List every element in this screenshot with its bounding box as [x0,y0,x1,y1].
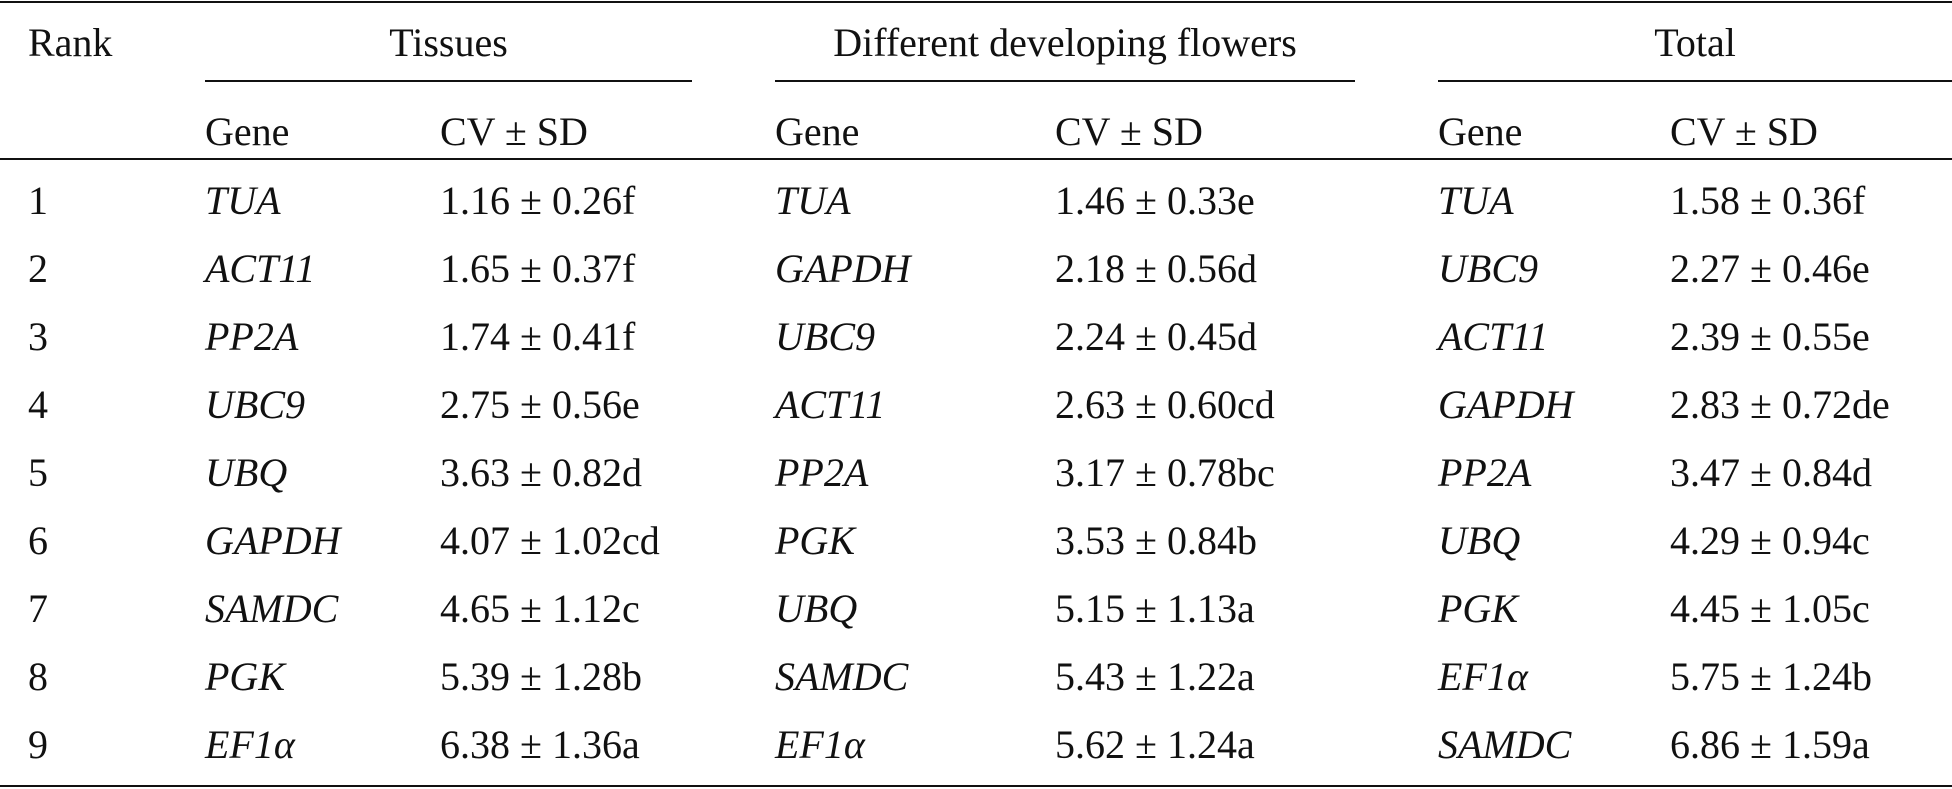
gene-cell-flowers: PGK [775,518,855,563]
cv-cell-flowers: 2.24 ± 0.45d [1055,314,1257,359]
gene-cell-flowers: TUA [775,178,851,223]
cv-cell-tissues: 6.38 ± 1.36a [440,722,640,767]
gene-cell-tissues: SAMDC [205,586,339,631]
group-title-flowers: Different developing flowers [833,20,1297,65]
cv-cell-tissues: 3.63 ± 0.82d [440,450,642,495]
cv-cell-tissues: 4.65 ± 1.12c [440,586,640,631]
gene-cell-total: GAPDH [1438,382,1574,427]
cv-cell-flowers: 3.17 ± 0.78bc [1055,450,1275,495]
gene-cell-tissues: PP2A [205,314,299,359]
rank-cell: 3 [28,314,48,359]
cv-cell-tissues: 4.07 ± 1.02cd [440,518,660,563]
gene-cell-flowers: UBC9 [775,314,875,359]
gene-cell-total: PP2A [1438,450,1532,495]
cv-cell-total: 2.83 ± 0.72de [1670,382,1890,427]
gene-cell-tissues: GAPDH [205,518,341,563]
cv-header-tissues: CV ± SD [440,109,588,154]
cv-cell-flowers: 5.43 ± 1.22a [1055,654,1255,699]
cv-cell-flowers: 1.46 ± 0.33e [1055,178,1255,223]
gene-cell-total: UBQ [1438,518,1521,563]
cv-cell-tissues: 2.75 ± 0.56e [440,382,640,427]
gene-cell-total: PGK [1438,586,1518,631]
cv-cell-tissues: 5.39 ± 1.28b [440,654,642,699]
group-rule-flowers [775,80,1355,82]
cv-cell-flowers: 3.53 ± 0.84b [1055,518,1257,563]
rank-cell: 2 [28,246,48,291]
gene-cell-total: UBC9 [1438,246,1538,291]
gene-cell-tissues: ACT11 [205,246,316,291]
cv-cell-tissues: 1.74 ± 0.41f [440,314,636,359]
cv-cell-flowers: 2.63 ± 0.60cd [1055,382,1275,427]
gene-cell-flowers: SAMDC [775,654,909,699]
rank-cell: 6 [28,518,48,563]
gene-cell-total: ACT11 [1438,314,1549,359]
gene-cell-flowers: ACT11 [775,382,886,427]
gene-cell-tissues: UBC9 [205,382,305,427]
gene-cell-total: TUA [1438,178,1514,223]
gene-cell-flowers: EF1α [775,722,865,767]
gene-cell-tissues: PGK [205,654,285,699]
cv-cell-tissues: 1.16 ± 0.26f [440,178,636,223]
cv-cell-total: 2.27 ± 0.46e [1670,246,1870,291]
header-rule [0,158,1952,160]
gene-cell-flowers: GAPDH [775,246,911,291]
rank-cell: 5 [28,450,48,495]
gene-cell-flowers: PP2A [775,450,869,495]
gene-cell-total: SAMDC [1438,722,1572,767]
cv-cell-total: 2.39 ± 0.55e [1670,314,1870,359]
bottom-rule [0,785,1952,787]
cv-cell-tissues: 1.65 ± 0.37f [440,246,636,291]
rank-cell: 9 [28,722,48,767]
gene-header-total: Gene [1438,109,1523,154]
gene-cell-flowers: UBQ [775,586,858,631]
gene-cell-tissues: TUA [205,178,281,223]
gene-cell-tissues: UBQ [205,450,288,495]
group-rule-tissues [205,80,692,82]
rank-cell: 7 [28,586,48,631]
cv-cell-total: 1.58 ± 0.36f [1670,178,1866,223]
rank-cell: 1 [28,178,48,223]
cv-cell-total: 3.47 ± 0.84d [1670,450,1872,495]
group-title-tissues: Tissues [389,20,508,65]
top-rule [0,1,1952,3]
gene-header-tissues: Gene [205,109,290,154]
cv-cell-total: 5.75 ± 1.24b [1670,654,1872,699]
cv-header-total: CV ± SD [1670,109,1818,154]
gene-cell-tissues: EF1α [205,722,295,767]
rank-header: Rank [28,20,113,65]
cv-cell-total: 6.86 ± 1.59a [1670,722,1870,767]
cv-cell-flowers: 5.62 ± 1.24a [1055,722,1255,767]
group-rule-total [1438,80,1952,82]
rank-cell: 4 [28,382,48,427]
cv-cell-total: 4.45 ± 1.05c [1670,586,1870,631]
cv-header-flowers: CV ± SD [1055,109,1203,154]
rank-cell: 8 [28,654,48,699]
gene-header-flowers: Gene [775,109,860,154]
cv-cell-flowers: 5.15 ± 1.13a [1055,586,1255,631]
cv-cell-total: 4.29 ± 0.94c [1670,518,1870,563]
gene-cell-total: EF1α [1438,654,1528,699]
cv-cell-flowers: 2.18 ± 0.56d [1055,246,1257,291]
group-title-total: Total [1654,20,1736,65]
